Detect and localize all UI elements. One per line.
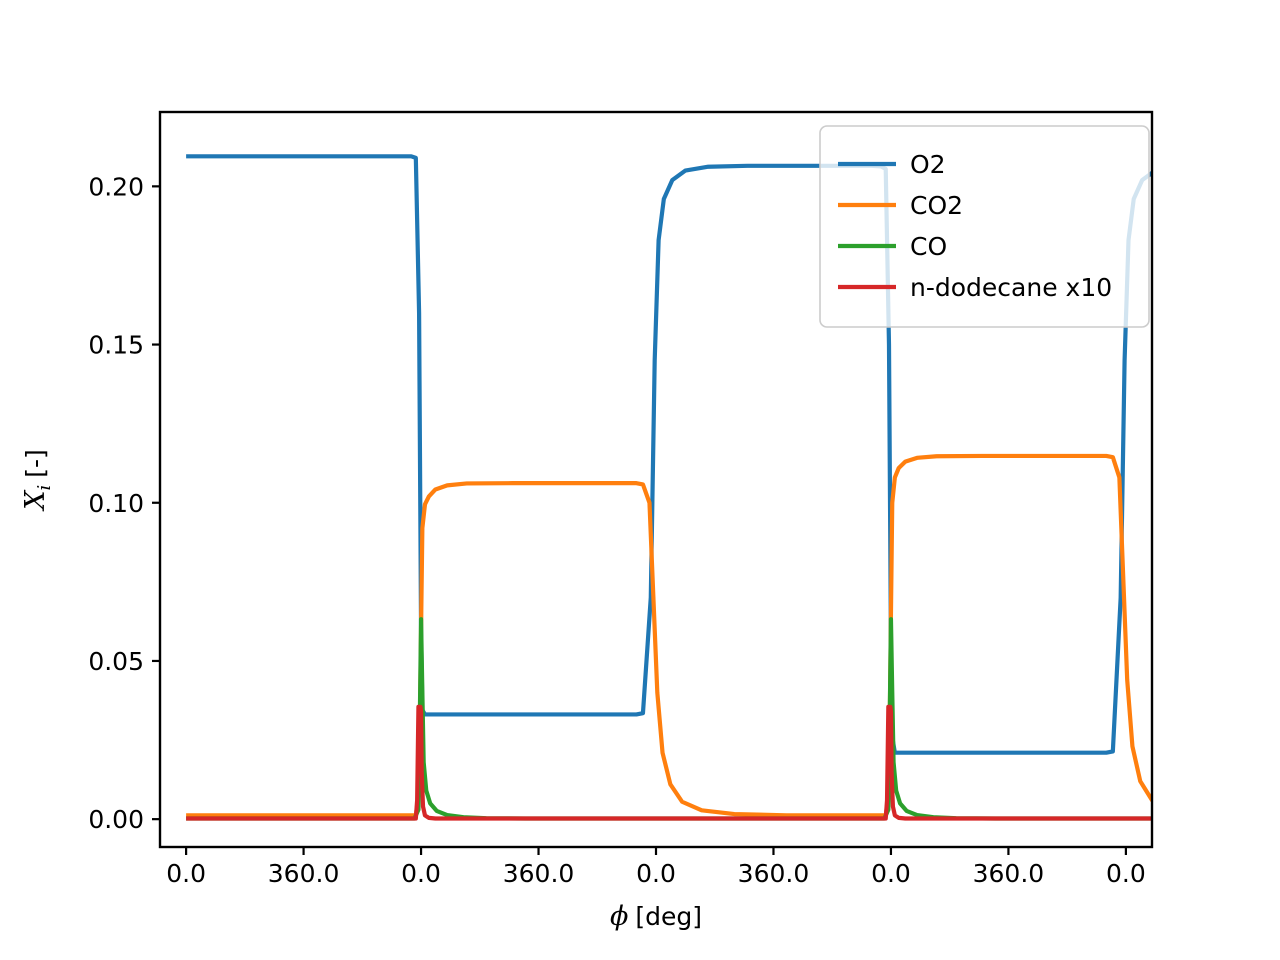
legend-label-co2: CO2 (910, 191, 963, 220)
chart-legend[interactable]: O2 CO2 CO n-dodecane x10 (819, 125, 1150, 328)
legend-frame (819, 125, 1150, 328)
x-tick-label: 0.0 (401, 859, 441, 888)
y-tick-label: 0.10 (88, 489, 144, 518)
legend-label-n-dodecane: n-dodecane x10 (910, 273, 1112, 302)
series-line-co2 (186, 453, 1152, 818)
x-axis-ticks: 0.0 360.0 0.0 360.0 0.0 360.0 0.0 360.0 0.0 (166, 847, 1146, 888)
x-tick-label: 360.0 (268, 859, 340, 888)
y-axis-ticks: 0.00 0.05 0.10 0.15 0.20 (88, 172, 160, 834)
x-tick-label: 360.0 (738, 859, 810, 888)
y-tick-label: 0.15 (88, 331, 144, 360)
x-tick-label: 0.0 (636, 859, 676, 888)
x-tick-label: 0.0 (1106, 859, 1146, 888)
data-series-group (186, 154, 1152, 821)
y-tick-label: 0.05 (88, 647, 144, 676)
y-tick-label: 0.00 (88, 805, 144, 834)
x-tick-label: 0.0 (871, 859, 911, 888)
y-tick-label: 0.20 (88, 172, 144, 201)
x-tick-label: 0.0 (166, 859, 206, 888)
x-tick-label: 360.0 (503, 859, 575, 888)
y-axis-label-text: Xi[-] (20, 449, 55, 512)
series-line-o2 (186, 154, 1152, 755)
x-axis-label: ϕ [deg] (610, 901, 702, 932)
legend-label-co: CO (910, 232, 947, 261)
series-line-n-dodecane (186, 704, 1152, 821)
x-tick-label: 360.0 (973, 859, 1045, 888)
legend-label-o2: O2 (910, 150, 946, 179)
y-axis-label: Xi[-] (20, 449, 55, 512)
x-axis-label-text: ϕ [deg] (610, 901, 702, 932)
